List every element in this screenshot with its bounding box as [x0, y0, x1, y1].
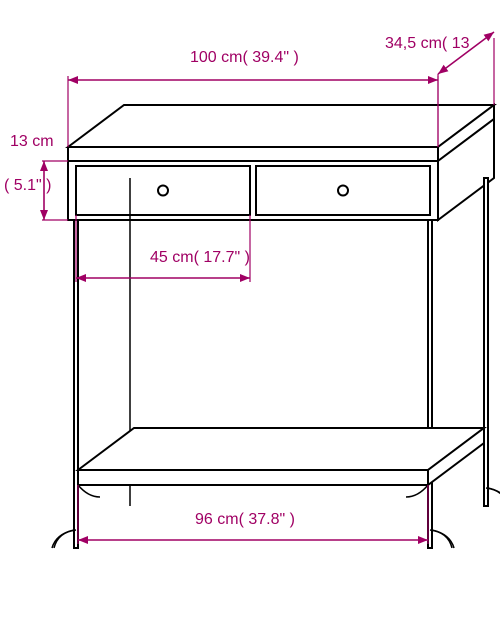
svg-text:34,5 cm( 13: 34,5 cm( 13 [385, 35, 470, 52]
svg-text:( 5.1" ): ( 5.1" ) [4, 177, 51, 194]
svg-text:96 cm( 37.8" ): 96 cm( 37.8" ) [195, 511, 295, 528]
svg-text:100 cm( 39.4" ): 100 cm( 39.4" ) [190, 49, 299, 66]
diagram-canvas: 100 cm( 39.4" ) 34,5 cm( 13 13 cm ( 5.1" ) 4… [0, 0, 500, 641]
furniture-svg: 100 cm( 39.4" ) 34,5 cm( 13 13 cm ( 5.1" ) 4… [0, 0, 500, 641]
svg-text:45 cm( 17.7" ): 45 cm( 17.7" ) [150, 249, 250, 266]
svg-text:13 cm: 13 cm [10, 133, 54, 150]
